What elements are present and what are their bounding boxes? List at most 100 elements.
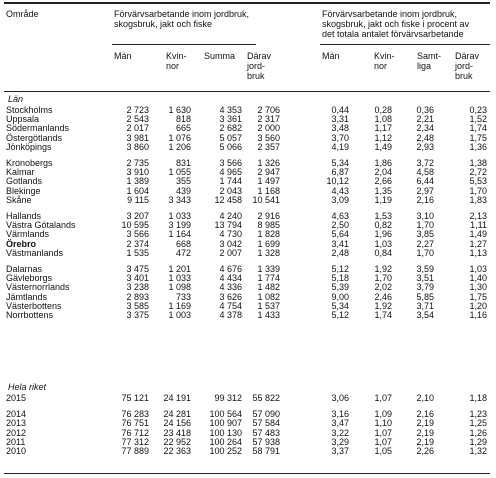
table-cell: 1 033: [168, 273, 191, 284]
table-cell: 10 595: [121, 220, 149, 231]
table-cell: 1,10: [374, 418, 392, 429]
table-cell: 5,18: [331, 273, 349, 284]
table-cell: 5,39: [331, 282, 349, 293]
table-cell: 1,16: [469, 310, 487, 320]
table-cell: 4 378: [219, 310, 242, 320]
table-cell: 1,75: [469, 291, 487, 302]
col-header-all-pct: Samt- liga: [417, 51, 442, 71]
row-label: 2011: [6, 436, 26, 447]
table-cell: 668: [175, 238, 191, 249]
table-cell: 3 042: [219, 238, 242, 249]
table-cell: 1,75: [469, 132, 487, 143]
table-cell: 4 353: [219, 105, 242, 115]
row-label: Norrbottens: [6, 310, 54, 320]
table-cell: 1,49: [374, 141, 392, 152]
table-cell: 3 401: [126, 273, 149, 284]
table-cell: 1,09: [374, 409, 392, 420]
col-header-men-pct: Män: [322, 51, 340, 61]
col-header-sum: Summa: [204, 51, 236, 61]
table-cell: 3,10: [416, 211, 434, 221]
table-cell: 1,07: [374, 436, 392, 447]
table-cell: 2 723: [126, 105, 149, 115]
table-cell: 2,13: [469, 211, 487, 221]
table-cell: 3 343: [168, 194, 191, 205]
table-cell: 1 630: [168, 105, 191, 115]
table-cell: 1,17: [374, 123, 392, 134]
row-label: Kalmar: [6, 167, 35, 178]
table-cell: 1 076: [168, 132, 191, 143]
table-cell: 2 007: [219, 247, 242, 258]
section-label-lan: Län: [8, 94, 24, 104]
table-cell: 1 033: [168, 211, 191, 221]
table-cell: 0,82: [374, 220, 392, 231]
table-cell: 2 947: [257, 167, 280, 178]
table-cell: 22 363: [163, 446, 191, 456]
table-cell: 3 199: [168, 220, 191, 231]
table-cell: 3,71: [416, 300, 434, 311]
table-cell: 3,37: [331, 446, 349, 456]
row-label: Gotlands: [6, 176, 43, 187]
table-cell: 1 326: [257, 158, 280, 168]
table-cell: 1,53: [374, 211, 392, 221]
row-label: Blekinge: [6, 185, 41, 196]
table-cell: 1,20: [469, 300, 487, 311]
table-cell: 5,34: [331, 300, 349, 311]
table-cell: 2,19: [416, 418, 434, 429]
table-cell: 733: [175, 291, 191, 302]
table-cell: 1,86: [374, 158, 392, 168]
table-cell: 77 889: [121, 446, 149, 456]
table-cell: 0,44: [331, 105, 349, 115]
table-cell: 3,70: [331, 132, 349, 143]
table-cell: 1,36: [469, 141, 487, 152]
table-cell: 75 121: [121, 393, 149, 403]
table-cell: 439: [175, 185, 191, 196]
row-label: 2014: [6, 409, 27, 420]
table-cell: 3 585: [126, 300, 149, 311]
table-cell: 1 168: [257, 185, 280, 196]
table-cell: 3,79: [416, 282, 434, 293]
table-cell: 2,19: [416, 436, 434, 447]
table-cell: 1,18: [469, 393, 487, 403]
table-cell: 4,19: [331, 141, 349, 152]
table-cell: 22 952: [163, 436, 191, 447]
area-header: Område: [6, 9, 39, 19]
table-cell: 1,11: [470, 220, 487, 231]
table-cell: 1,92: [374, 300, 392, 311]
table-top-rule: [4, 2, 490, 4]
table-bottom-rule: [4, 473, 490, 474]
col-header-agri: Därav jord- bruk: [247, 51, 272, 81]
row-label: Värmlands: [6, 229, 50, 240]
table-cell: 0,84: [374, 247, 392, 258]
table-cell: 100 252: [209, 446, 242, 456]
col-header-women: Kvin- nor: [166, 51, 187, 71]
table-cell: 5,12: [331, 264, 349, 274]
table-cell: 55 822: [252, 393, 280, 403]
table-cell: 8 985: [257, 220, 280, 231]
row-label: Västra Götalands: [6, 220, 76, 231]
row-label: Örebro: [6, 238, 37, 249]
table-cell: 2,27: [416, 238, 434, 249]
table-cell: 1 604: [126, 185, 149, 196]
table-cell: 1,03: [469, 264, 487, 274]
row-label: 2010: [6, 446, 27, 456]
table-cell: 3,06: [331, 393, 349, 403]
table-cell: 5,64: [331, 229, 349, 240]
table-cell: 1,08: [374, 114, 392, 125]
table-cell: 100 130: [209, 427, 242, 438]
table-cell: 3,72: [416, 158, 434, 168]
table-cell: 1,74: [374, 310, 392, 320]
table-cell: 2,66: [374, 176, 392, 187]
table-cell: 3,48: [331, 123, 349, 134]
table-cell: 3 566: [219, 158, 242, 168]
row-label: Gävleborgs: [6, 273, 53, 284]
table-cell: 1,23: [469, 409, 487, 420]
table-cell: 3,29: [331, 436, 349, 447]
table-cell: 6,87: [331, 167, 349, 178]
table-cell: 99 312: [214, 393, 242, 403]
table-cell: 9 115: [127, 194, 149, 205]
table-cell: 1 389: [126, 176, 149, 187]
header-bottom-rule: [4, 91, 490, 92]
table-cell: 2,46: [374, 291, 392, 302]
table-cell: 2 017: [126, 123, 149, 134]
col-header-agri-pct: Därav jord- bruk: [455, 51, 480, 81]
